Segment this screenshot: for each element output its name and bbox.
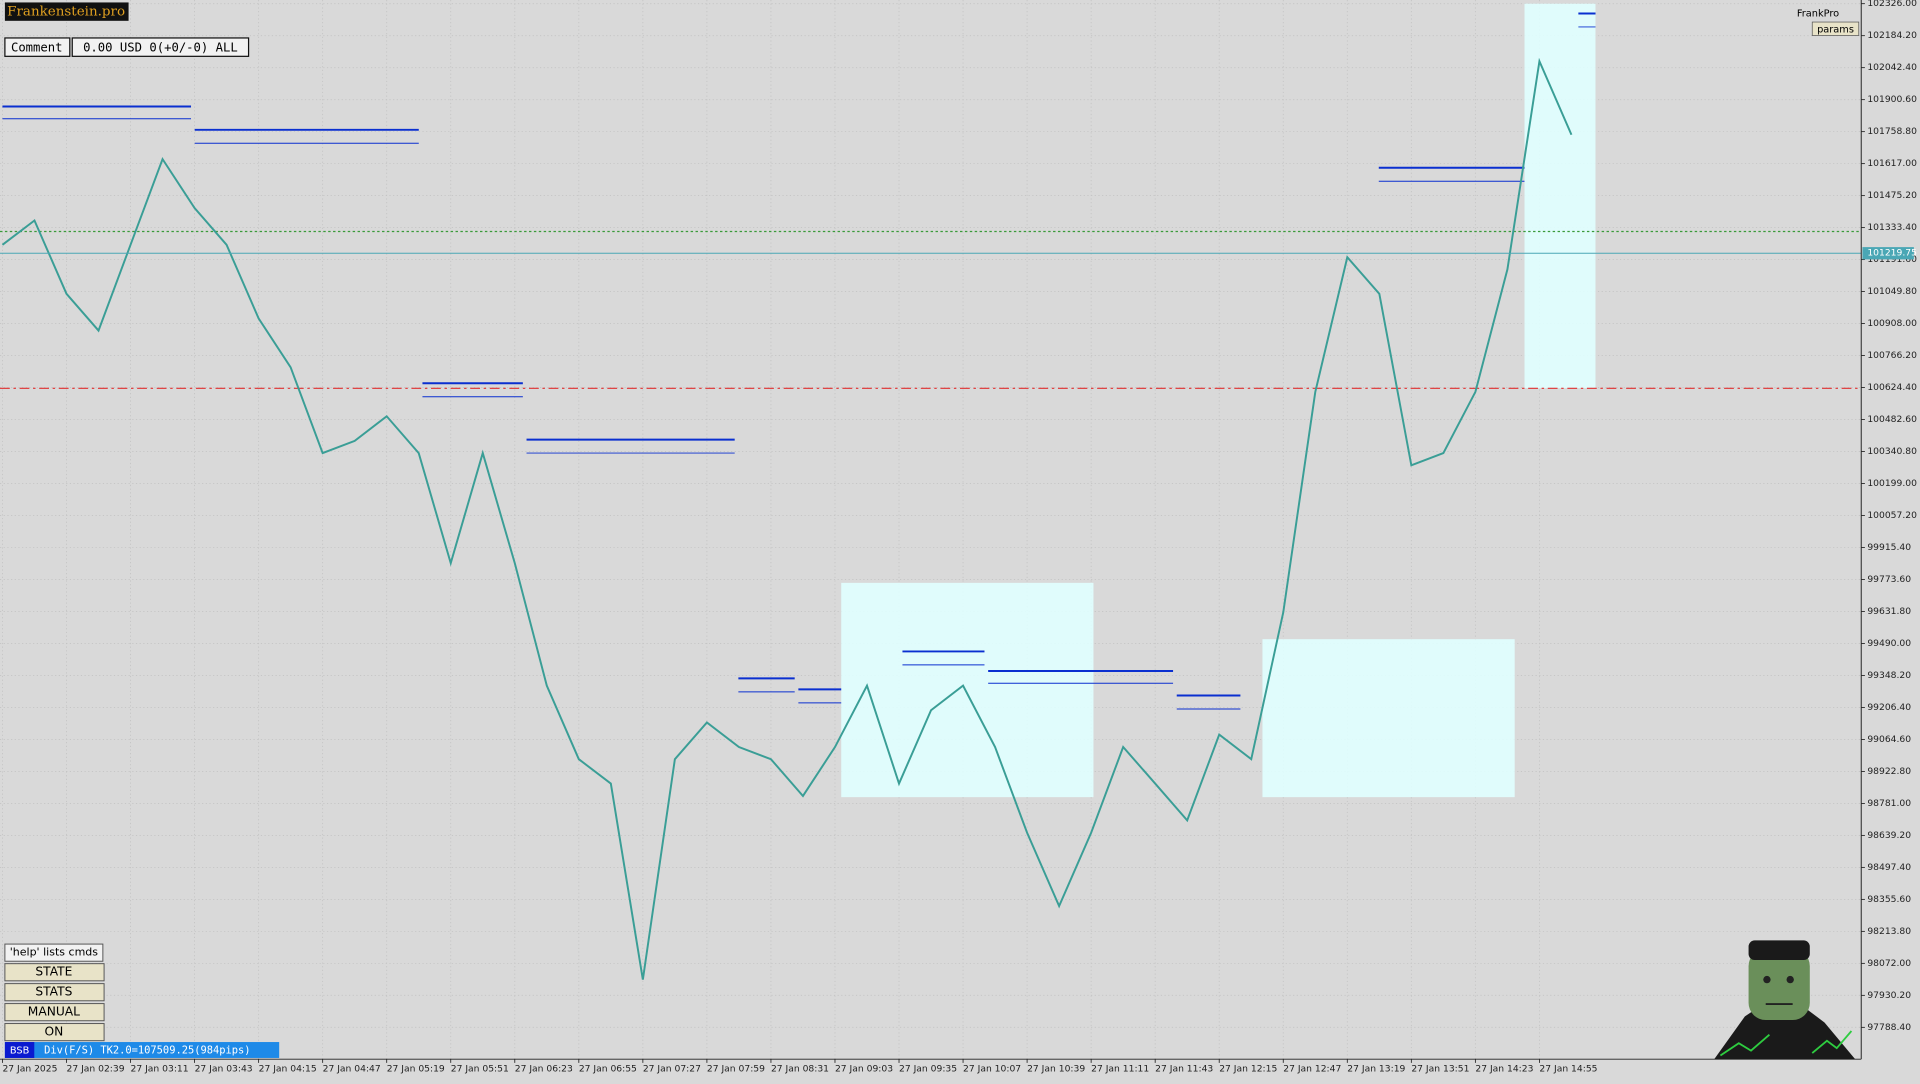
account-box — [71, 37, 250, 57]
status-bar — [4, 1042, 280, 1058]
help-box — [4, 943, 104, 962]
y-tick-label: 101617.00 — [1867, 158, 1917, 169]
button-label[interactable]: STATE — [35, 965, 72, 979]
y-tick-label: 101191.60 — [1867, 254, 1917, 265]
panel-title: FrankPro — [1797, 8, 1839, 19]
x-tick-label: 27 Jan 05:51 — [451, 1063, 509, 1074]
x-tick-label: 27 Jan 07:27 — [643, 1063, 701, 1074]
comment: Comment — [11, 40, 63, 54]
plot — [0, 57, 1862, 980]
y-tick-label: 98922.80 — [1867, 766, 1911, 777]
x-tick-label: 27 Jan 06:55 — [579, 1063, 637, 1074]
y-tick-label: 101333.40 — [1867, 222, 1917, 233]
x-tick-label: 27 Jan 14:23 — [1475, 1063, 1533, 1074]
last-price-label: 101219.75 — [1867, 248, 1917, 259]
button-label[interactable]: STATS — [35, 985, 72, 999]
brand: Frankenstein.pro — [7, 5, 125, 20]
y-tick-label: 100057.20 — [1867, 510, 1917, 521]
y-tick-label: 99064.60 — [1867, 734, 1911, 745]
button-group: STATE STATS MANUAL ON — [4, 963, 105, 1042]
last-price-box — [1862, 247, 1914, 260]
x-tick-label: 27 Jan 03:11 — [131, 1063, 189, 1074]
x-tick-label: 27 Jan 08:31 — [771, 1063, 829, 1074]
x-tick-label: 27 Jan 06:23 — [515, 1063, 573, 1074]
mascot — [1714, 940, 1856, 1060]
y-tick-label: 98497.40 — [1867, 862, 1911, 873]
params-label[interactable]: params — [1817, 24, 1854, 35]
x-tick-label: 27 Jan 11:11 — [1091, 1063, 1149, 1074]
x-tick-label: 27 Jan 12:47 — [1283, 1063, 1341, 1074]
x-tick-label: 27 Jan 13:19 — [1347, 1063, 1405, 1074]
y-tick-label: 100199.00 — [1867, 478, 1917, 489]
x-tick-label: 27 Jan 09:03 — [835, 1063, 893, 1074]
status-tag: BSB — [10, 1046, 30, 1057]
y-tick-label: 101475.20 — [1867, 190, 1917, 201]
x-tick-label: 27 Jan 14:55 — [1539, 1063, 1597, 1074]
price-line — [1, 57, 1573, 980]
x-tick-label: 27 Jan 09:35 — [899, 1063, 957, 1074]
x-tick-label: 27 Jan 02:39 — [66, 1063, 124, 1074]
y-tick-label: 98072.00 — [1867, 958, 1911, 969]
y-tick-label: 99915.40 — [1867, 542, 1911, 553]
zone-box — [1524, 3, 1596, 389]
button-label[interactable]: MANUAL — [28, 1005, 80, 1019]
x-tick-label: 27 Jan 2025 — [2, 1063, 57, 1074]
x-tick-label: 27 Jan 07:59 — [707, 1063, 765, 1074]
zone-box — [1262, 639, 1515, 798]
x-tick-label: 27 Jan 04:15 — [259, 1063, 317, 1074]
y-tick-label: 101758.80 — [1867, 126, 1917, 137]
y-tick-label: 98639.20 — [1867, 830, 1911, 841]
status-text: Div(F/S) TK2.0=107509.25(984pips) — [44, 1045, 250, 1057]
y-tick-label: 98355.60 — [1867, 894, 1911, 905]
y-tick-label: 102326.00 — [1867, 0, 1917, 9]
level-segments — [2, 12, 1596, 710]
x-tick-label: 27 Jan 13:51 — [1411, 1063, 1469, 1074]
y-tick-label: 97930.20 — [1867, 990, 1911, 1001]
x-tick-label: 27 Jan 10:39 — [1027, 1063, 1085, 1074]
y-tick-label: 101900.60 — [1867, 94, 1917, 105]
y-tick-label: 100624.40 — [1867, 382, 1917, 393]
brand-badge — [4, 2, 129, 21]
y-tick-label: 99348.20 — [1867, 670, 1911, 681]
y-tick-label: 98213.80 — [1867, 926, 1911, 937]
x-tick-label: 27 Jan 11:43 — [1155, 1063, 1213, 1074]
x-tick-label: 27 Jan 12:15 — [1219, 1063, 1277, 1074]
x-tick-label: 27 Jan 10:07 — [963, 1063, 1021, 1074]
y-tick-label: 97788.40 — [1867, 1022, 1911, 1033]
y-tick-label: 99773.60 — [1867, 574, 1911, 585]
button[interactable] — [4, 983, 105, 1002]
account: 0.00 USD 0(+0/-0) ALL — [83, 40, 238, 54]
x-tick-label: 27 Jan 03:43 — [195, 1063, 253, 1074]
params-button[interactable] — [1811, 21, 1860, 36]
y-tick-label: 99631.80 — [1867, 606, 1911, 617]
y-tick-label: 102184.20 — [1867, 30, 1917, 41]
y-tick-label: 99490.00 — [1867, 638, 1911, 649]
help-text: 'help' lists cmds — [10, 946, 99, 959]
y-tick-label: 98781.00 — [1867, 798, 1911, 809]
y-tick-label: 100766.20 — [1867, 350, 1917, 361]
y-tick-label: 100482.60 — [1867, 414, 1917, 425]
x-tick-label: 27 Jan 04:47 — [323, 1063, 381, 1074]
y-tick-label: 100340.80 — [1867, 446, 1917, 457]
button[interactable] — [4, 1023, 105, 1042]
y-tick-label: 102042.40 — [1867, 62, 1917, 73]
status-tag-box — [4, 1042, 35, 1058]
y-tick-label: 101049.80 — [1867, 286, 1917, 297]
x-tick-label: 27 Jan 05:19 — [387, 1063, 445, 1074]
y-tick-label: 99206.40 — [1867, 702, 1911, 713]
button-label[interactable]: ON — [44, 1025, 63, 1039]
y-tick-label: 100908.00 — [1867, 318, 1917, 329]
comment-box — [4, 37, 71, 57]
button[interactable] — [4, 963, 105, 982]
button[interactable] — [4, 1003, 105, 1022]
zone-box — [841, 582, 1094, 798]
